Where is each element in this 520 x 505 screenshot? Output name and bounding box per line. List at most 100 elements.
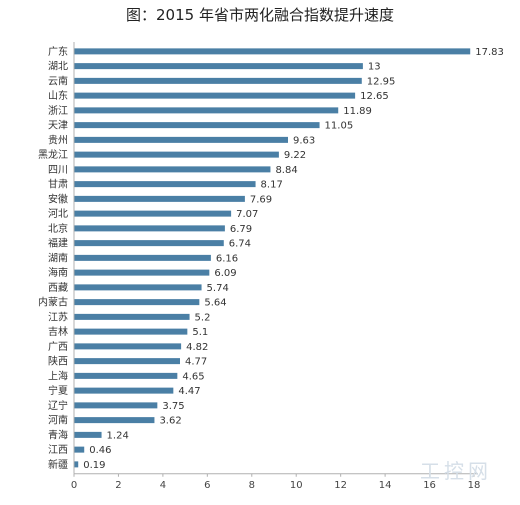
value-label: 0.46 xyxy=(89,445,111,456)
bar-28 xyxy=(74,461,79,468)
category-label: 陕西 xyxy=(48,355,68,368)
bar-8 xyxy=(74,166,271,173)
value-label: 7.69 xyxy=(250,194,272,205)
category-label: 湖北 xyxy=(48,61,68,73)
category-label: 云南 xyxy=(48,74,68,87)
bar-3 xyxy=(74,92,356,99)
bar-17 xyxy=(74,299,200,306)
value-label: 12.65 xyxy=(360,91,389,102)
value-label: 3.75 xyxy=(162,401,184,412)
value-label: 5.2 xyxy=(195,312,211,323)
category-label: 福建 xyxy=(48,237,68,250)
x-tick-label: 10 xyxy=(290,480,303,491)
category-label: 湖南 xyxy=(48,251,68,264)
value-label: 11.89 xyxy=(343,106,372,117)
value-label: 11.05 xyxy=(325,121,354,132)
value-label: 5.74 xyxy=(207,283,229,294)
value-label: 4.65 xyxy=(182,371,204,382)
x-axis: 0 2 4 6 8 10 12 14 16 18 xyxy=(71,42,481,491)
bar-20 xyxy=(74,343,182,350)
category-label: 山东 xyxy=(48,89,68,102)
value-label: 4.77 xyxy=(185,357,207,368)
x-tick-label: 14 xyxy=(379,480,392,491)
category-label: 天津 xyxy=(48,120,68,132)
category-label: 宁夏 xyxy=(48,384,68,397)
bars-layer xyxy=(74,48,471,468)
bar-16 xyxy=(74,284,202,291)
category-label: 贵州 xyxy=(48,133,68,146)
bar-27 xyxy=(74,446,85,453)
bar-13 xyxy=(74,240,224,247)
category-label: 江苏 xyxy=(48,310,68,323)
value-label: 5.64 xyxy=(204,298,226,309)
category-label: 上海 xyxy=(48,369,68,382)
value-label: 17.83 xyxy=(475,47,504,58)
bar-21 xyxy=(74,358,180,365)
watermark: 工控网 xyxy=(420,459,492,483)
category-label: 甘肃 xyxy=(48,178,68,191)
x-tick-label: 18 xyxy=(468,480,481,491)
category-label: 安徽 xyxy=(48,192,68,205)
category-label: 新疆 xyxy=(48,458,68,471)
bar-0 xyxy=(74,48,471,55)
labels-layer: 广东 17.83 湖北 13 云南 12.95 山东 12.65 浙江 11.89 天津 11.05 贵… xyxy=(38,45,504,471)
x-tick-label: 8 xyxy=(249,480,255,491)
value-label: 6.74 xyxy=(229,239,251,250)
bar-23 xyxy=(74,387,174,394)
value-label: 6.09 xyxy=(214,268,236,279)
x-tick-label: 2 xyxy=(115,480,121,491)
bar-12 xyxy=(74,225,225,232)
bar-11 xyxy=(74,210,232,217)
bar-24 xyxy=(74,402,158,409)
bar-9 xyxy=(74,181,256,188)
bar-2 xyxy=(74,77,362,84)
category-label: 广西 xyxy=(48,341,68,353)
value-label: 6.16 xyxy=(216,253,238,264)
value-label: 3.62 xyxy=(159,416,181,427)
bar-26 xyxy=(74,431,102,438)
category-label: 辽宁 xyxy=(48,399,68,412)
category-label: 河北 xyxy=(48,208,68,220)
value-label: 4.82 xyxy=(186,342,208,353)
bar-7 xyxy=(74,151,279,158)
x-tick-label: 0 xyxy=(71,480,77,491)
value-label: 6.79 xyxy=(230,224,252,235)
category-label: 河南 xyxy=(48,414,68,427)
value-label: 0.19 xyxy=(83,460,105,471)
value-label: 9.63 xyxy=(293,135,315,146)
value-label: 4.47 xyxy=(178,386,200,397)
bar-22 xyxy=(74,372,178,379)
category-label: 海南 xyxy=(48,266,68,279)
bar-25 xyxy=(74,417,155,424)
category-label: 北京 xyxy=(48,222,68,235)
x-tick-label: 6 xyxy=(204,480,210,491)
bar-5 xyxy=(74,122,320,129)
bar-10 xyxy=(74,195,245,202)
bar-6 xyxy=(74,136,288,143)
category-label: 内蒙古 xyxy=(38,296,68,309)
value-label: 8.17 xyxy=(261,180,283,191)
bar-1 xyxy=(74,63,363,70)
bar-19 xyxy=(74,328,188,335)
category-label: 黑龙江 xyxy=(38,148,68,161)
value-label: 12.95 xyxy=(367,76,396,87)
bar-15 xyxy=(74,269,210,276)
value-label: 8.84 xyxy=(275,165,297,176)
chart-title: 图：2015 年省市两化融合指数提升速度 xyxy=(126,6,394,24)
value-label: 1.24 xyxy=(107,430,129,441)
category-label: 广东 xyxy=(48,45,68,58)
category-label: 青海 xyxy=(48,428,68,441)
bar-14 xyxy=(74,254,211,261)
category-label: 浙江 xyxy=(48,105,68,117)
value-label: 9.22 xyxy=(284,150,306,161)
value-label: 13 xyxy=(368,62,381,73)
bar-18 xyxy=(74,313,190,320)
category-label: 四川 xyxy=(48,165,68,176)
x-tick-label: 4 xyxy=(160,480,166,491)
value-label: 5.1 xyxy=(192,327,208,338)
value-label: 7.07 xyxy=(236,209,258,220)
x-tick-label: 12 xyxy=(334,480,347,491)
category-label: 江西 xyxy=(48,444,68,456)
x-tick-label: 16 xyxy=(423,480,436,491)
